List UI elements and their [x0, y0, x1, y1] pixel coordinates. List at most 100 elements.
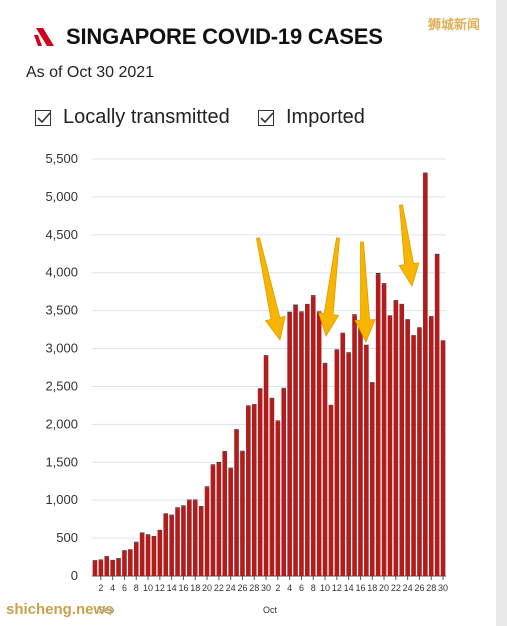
checkbox-checked-icon[interactable] [258, 109, 274, 126]
x-tick-label: 30 [261, 583, 271, 593]
x-tick-label: 20 [379, 583, 389, 593]
bar-imported [287, 311, 292, 313]
x-group-label: Sep [98, 605, 114, 615]
bar-imported [198, 506, 204, 508]
bar-locally-transmitted [151, 536, 157, 576]
bar-imported [240, 450, 245, 452]
x-tick-label: 14 [344, 583, 354, 593]
x-tick-label: 20 [202, 583, 212, 593]
y-tick-label: 3,500 [45, 303, 78, 318]
logo-mark-icon [34, 28, 54, 46]
legend-toggle-imported[interactable]: Imported [258, 106, 365, 129]
bar-imported [204, 486, 210, 488]
bar-locally-transmitted [216, 463, 222, 576]
y-tick-label: 500 [56, 530, 78, 545]
bar-locally-transmitted [358, 322, 363, 576]
x-tick-label: 28 [249, 583, 259, 593]
bar-locally-transmitted [204, 487, 210, 576]
x-tick-label: 12 [155, 583, 165, 593]
bar-locally-transmitted [192, 500, 198, 576]
x-tick-label: 4 [287, 583, 292, 593]
bar-imported [316, 311, 322, 313]
x-tick-label: 8 [311, 583, 316, 593]
bar-locally-transmitted [305, 304, 310, 576]
bar-imported [399, 303, 405, 305]
bar-imported [293, 304, 298, 307]
bar-locally-transmitted [281, 388, 287, 576]
bar-imported [346, 352, 351, 354]
legend-toggle-locally-transmitted[interactable]: Locally transmitted [35, 106, 230, 129]
x-tick-label: 24 [226, 583, 236, 593]
bar-locally-transmitted [352, 315, 357, 576]
bar-locally-transmitted [340, 333, 346, 576]
bar-imported [434, 253, 440, 255]
bar-imported [163, 513, 169, 514]
bar-locally-transmitted [175, 508, 180, 576]
bar-imported [122, 550, 127, 551]
x-tick-label: 16 [355, 583, 365, 593]
annotation-arrow-icon [398, 204, 420, 287]
bar-imported [299, 311, 304, 313]
bar-imported [169, 514, 174, 516]
x-tick-label: 4 [110, 583, 115, 593]
bar-imported [234, 429, 239, 430]
x-tick-label: 22 [214, 583, 224, 593]
x-tick-label: 30 [438, 583, 448, 593]
cases-bar-chart: 0 500 1,000 1,500 2,000 2,500 3,000 3,500 4,000 4… [45, 151, 448, 615]
page: SINGAPORE COVID-19 CASES As of Oct 30 20… [26, 24, 449, 615]
bar-imported [151, 535, 157, 537]
bar-locally-transmitted [428, 316, 434, 576]
bar-locally-transmitted [234, 429, 239, 576]
bar-imported [334, 349, 340, 351]
bar-imported [263, 355, 269, 357]
bar-imported [440, 340, 446, 341]
x-tick-label: 2 [275, 583, 280, 593]
checkbox-checked-icon[interactable] [35, 109, 51, 126]
bar-imported [251, 404, 257, 405]
y-tick-label: 1,500 [45, 454, 78, 469]
y-tick-label: 0 [71, 568, 78, 583]
x-group-label: Oct [263, 605, 278, 615]
bar-locally-transmitted [128, 549, 133, 576]
bar-imported [192, 499, 198, 501]
bar-imported [364, 344, 369, 346]
bar-locally-transmitted [275, 421, 281, 576]
bar-imported [181, 505, 186, 507]
bar-imported [381, 283, 387, 285]
bar-locally-transmitted [423, 173, 428, 576]
x-tick-label: 24 [403, 583, 413, 593]
bar-locally-transmitted [163, 513, 169, 576]
bar-locally-transmitted [198, 507, 204, 576]
y-tick-label: 1,000 [45, 492, 78, 507]
bar-imported [175, 507, 180, 509]
bar-locally-transmitted [328, 405, 334, 576]
bar-imported [210, 464, 216, 466]
x-tick-label: 6 [122, 583, 127, 593]
bar-imported [145, 534, 151, 536]
x-tick-label: 12 [332, 583, 342, 593]
watermark-bottom: shicheng.news [6, 601, 114, 618]
bar-imported [281, 387, 287, 389]
x-tick-label: 26 [414, 583, 424, 593]
bar-imported [369, 382, 375, 383]
bar-imported [128, 549, 133, 550]
bar-locally-transmitted [257, 389, 263, 576]
bar-locally-transmitted [287, 312, 292, 576]
x-tick-label: 10 [320, 583, 330, 593]
bar-locally-transmitted [405, 319, 410, 576]
bar-locally-transmitted [269, 398, 275, 576]
bar-imported [428, 316, 434, 317]
watermark-top: 狮城新闻 [428, 17, 481, 32]
page-edge [496, 0, 507, 626]
bar-imported [340, 332, 346, 334]
bar-imported [328, 404, 334, 406]
x-tick-label: 2 [98, 583, 103, 593]
legend-label: Imported [286, 106, 365, 128]
bar-imported [405, 319, 410, 320]
bar-locally-transmitted [375, 274, 381, 576]
bar-imported [92, 560, 98, 561]
bar-locally-transmitted [187, 500, 192, 576]
bar-locally-transmitted [228, 468, 233, 576]
bar-imported [423, 172, 428, 174]
y-tick-label: 5,000 [45, 189, 78, 204]
